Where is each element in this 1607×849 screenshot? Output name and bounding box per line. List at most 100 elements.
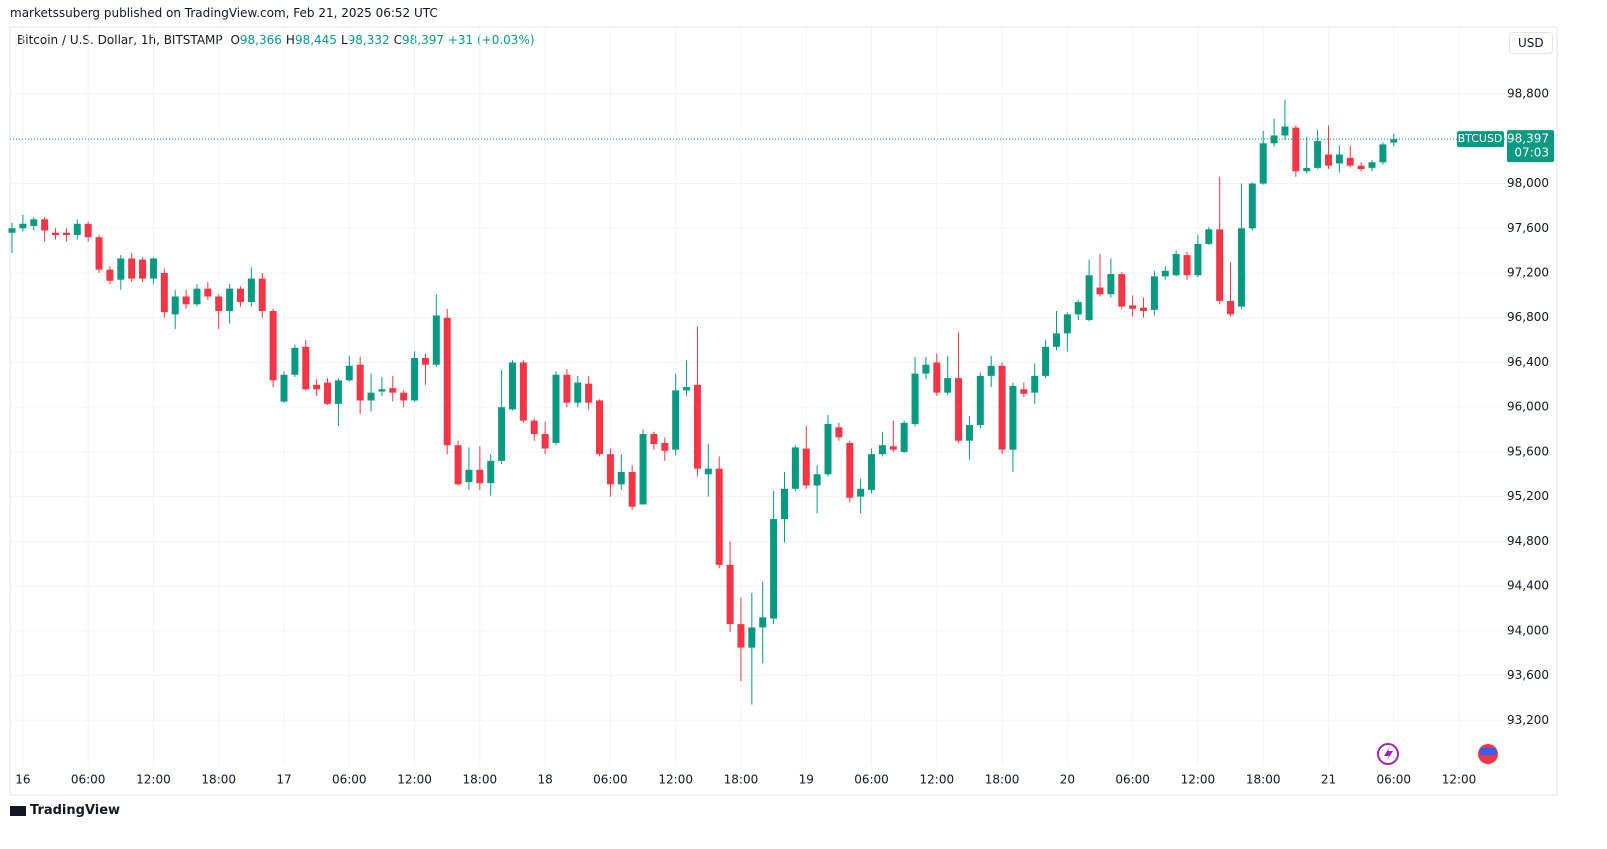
candle-body <box>1292 127 1300 172</box>
x-tick-label: 12:00 <box>658 773 693 787</box>
candle-body <box>1031 375 1039 393</box>
candle-body <box>1324 154 1332 166</box>
published-line: marketssuberg published on TradingView.c… <box>10 6 438 20</box>
x-tick-label: 06:00 <box>593 773 628 787</box>
candle-body <box>878 445 886 455</box>
candle-body <box>236 288 244 303</box>
candle-body <box>759 617 767 628</box>
price-countdown: 07:03 <box>1514 146 1549 160</box>
x-tick-label: 20 <box>1060 773 1075 787</box>
ohlc-key: H <box>285 33 295 47</box>
y-tick-label: 97,200 <box>1507 266 1549 280</box>
candle-body <box>791 447 799 489</box>
candle-body <box>193 288 201 305</box>
candle-body <box>1052 333 1060 347</box>
x-tick-label: 16 <box>15 773 30 787</box>
candle-body <box>389 388 397 393</box>
candle-body <box>334 380 342 404</box>
price-tag-box <box>1457 131 1504 148</box>
candle-body <box>258 278 266 312</box>
candle-body <box>345 365 353 381</box>
candle-body <box>204 288 212 297</box>
candle-body <box>965 425 973 441</box>
candle-body <box>639 434 647 505</box>
candle-body <box>62 232 70 235</box>
y-tick-label: 96,800 <box>1507 310 1549 324</box>
candle-body <box>780 488 788 519</box>
y-tick-label: 96,000 <box>1507 400 1549 414</box>
x-tick-label: 06:00 <box>1115 773 1150 787</box>
ohlc-key: C <box>393 33 403 47</box>
candle-body <box>1096 287 1104 295</box>
ohlc-value: 98,397 <box>402 33 445 47</box>
candle-body <box>1335 154 1343 164</box>
y-tick-label: 95,200 <box>1507 489 1549 503</box>
x-tick-label: 12:00 <box>136 773 171 787</box>
x-tick-label: 12:00 <box>397 773 432 787</box>
y-tick-label: 98,800 <box>1507 87 1549 101</box>
lightning-icon[interactable] <box>1377 743 1399 765</box>
currency-button[interactable]: USD <box>1509 32 1553 54</box>
y-tick-label: 94,000 <box>1507 623 1549 637</box>
ohlc-key: L <box>340 33 348 47</box>
candle-body <box>987 365 995 376</box>
candle-body <box>465 469 473 483</box>
candle-body <box>1216 229 1224 301</box>
candle-body <box>8 228 16 233</box>
candle-body <box>672 390 680 450</box>
brand: TradingView <box>10 803 120 818</box>
candle-body <box>378 389 386 392</box>
price-tag-name: BTCUSD <box>1458 132 1503 145</box>
candle-body <box>868 454 876 490</box>
candle-body <box>552 374 560 443</box>
candle-body <box>541 434 549 449</box>
x-tick-label: 18:00 <box>985 773 1020 787</box>
ohlc-value: 98,445 <box>294 33 337 47</box>
candle-body <box>1161 270 1169 277</box>
price-axis-box <box>1507 130 1554 163</box>
x-tick-label: 18:00 <box>201 773 236 787</box>
candle-body <box>1194 243 1202 276</box>
candle-body <box>182 296 190 305</box>
candle-body <box>998 365 1006 450</box>
candle-body <box>519 362 527 421</box>
candle-body <box>1150 276 1158 310</box>
flag-canton <box>1480 748 1496 755</box>
ohlc-value: 98,332 <box>347 33 390 47</box>
symbol: Bitcoin / U.S. Dollar, 1h, BITSTAMP <box>17 33 223 47</box>
x-tick-label: 06:00 <box>854 773 889 787</box>
candle-body <box>1227 300 1235 315</box>
candle-body <box>1237 228 1245 307</box>
brand-text: TradingView <box>30 803 121 818</box>
candle-body <box>1118 274 1126 307</box>
candle-body <box>563 374 571 403</box>
x-tick-label: 12:00 <box>1442 773 1477 787</box>
candle-body <box>693 384 701 469</box>
candle-body <box>748 627 756 648</box>
candle-body <box>128 258 136 279</box>
candle-body <box>19 223 27 229</box>
candle-body <box>661 442 669 451</box>
candle-body <box>911 373 919 424</box>
candle-body <box>84 223 92 238</box>
candle-body <box>356 364 364 401</box>
candle-body <box>574 382 582 403</box>
candle-body <box>432 315 440 365</box>
candle-body <box>857 488 865 497</box>
candle-body <box>421 357 429 365</box>
candle-body <box>1390 139 1398 143</box>
candle-body <box>171 296 179 315</box>
candle-body <box>41 219 49 231</box>
candle-body <box>1085 275 1093 320</box>
x-tick-label: 18:00 <box>1246 773 1281 787</box>
ohlc: O98,366 H98,445 L98,332 C98,397 <box>226 33 444 47</box>
ohlc-key: O <box>230 33 240 47</box>
candle-body <box>1259 143 1267 184</box>
candle-body <box>628 472 636 507</box>
candle-body <box>900 422 908 452</box>
candle-body <box>52 232 60 235</box>
lightning-bolt <box>1384 746 1393 762</box>
candle-body <box>324 382 332 404</box>
candle-body <box>508 362 516 410</box>
candle-body <box>1368 162 1376 168</box>
